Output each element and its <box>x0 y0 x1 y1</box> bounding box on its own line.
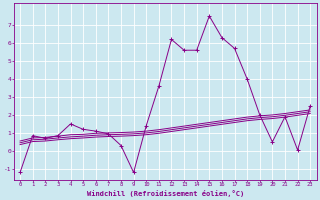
X-axis label: Windchill (Refroidissement éolien,°C): Windchill (Refroidissement éolien,°C) <box>86 190 244 197</box>
